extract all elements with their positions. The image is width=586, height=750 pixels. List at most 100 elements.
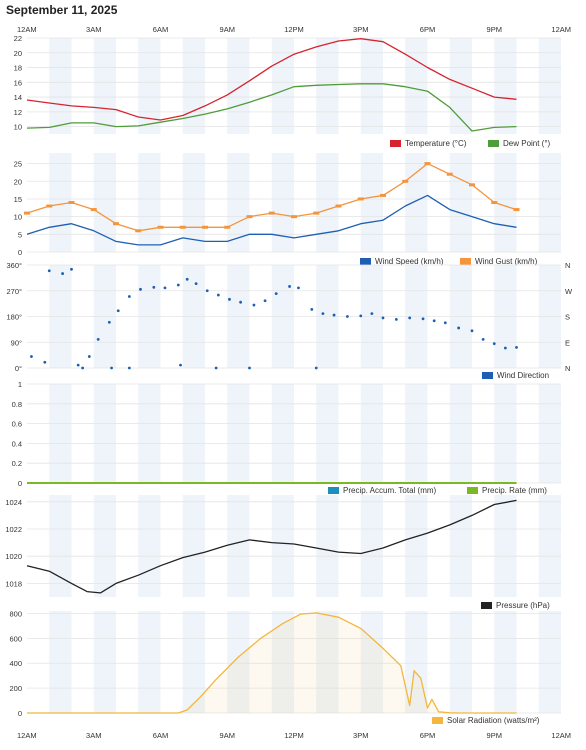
- y-tick-label: 22: [14, 34, 22, 43]
- x-tick-label-bottom: 9AM: [220, 731, 235, 740]
- hour-band: [227, 495, 250, 597]
- wind-direction-point: [515, 346, 518, 349]
- wind-direction-point: [76, 363, 80, 367]
- gust-marker: [491, 201, 498, 204]
- hour-band: [494, 495, 517, 597]
- wind-direction-point: [194, 282, 198, 285]
- hour-band: [405, 38, 428, 134]
- chart-panel-3: 0° N 90° E 180° S 270° W 360° N Wind Direction: [6, 261, 573, 380]
- hour-band: [494, 38, 517, 134]
- wind-direction-point: [332, 313, 336, 317]
- hour-band: [93, 38, 116, 134]
- x-tick-label-bottom: 12PM: [284, 731, 304, 740]
- wind-direction-point: [205, 289, 209, 293]
- x-tick-label-bottom: 12AM: [17, 731, 37, 740]
- x-tick-label-bottom: 6AM: [153, 731, 168, 740]
- wind-direction-point: [228, 297, 231, 301]
- x-tick-label-top: 12AM: [17, 25, 37, 34]
- series-line-dew_point: [26, 83, 517, 132]
- gust-marker: [402, 179, 409, 183]
- chart-panel-2: 0 5 10 15 20 25 Wind Speed (km/h) Wind Gust (km…: [14, 153, 561, 266]
- y-tick-label: 0.4: [12, 439, 22, 448]
- y-tick-label: 200: [9, 684, 22, 693]
- y-tick-label: 0: [18, 709, 22, 718]
- series-line-wind_speed: [26, 194, 517, 246]
- legend-swatch: [488, 140, 499, 147]
- y-tick-label: 25: [14, 160, 22, 169]
- gust-marker: [446, 172, 453, 176]
- wind-direction-point: [346, 315, 349, 318]
- gust-marker: [246, 215, 253, 219]
- series-line-solar: [27, 612, 517, 714]
- legend-label: Precip. Rate (mm): [482, 486, 547, 495]
- hour-band: [316, 611, 339, 713]
- x-tick-label-bottom: 3AM: [86, 731, 101, 740]
- hour-band: [93, 384, 116, 483]
- x-tick-label-top: 12PM: [284, 25, 304, 34]
- series-line-pressure: [26, 499, 517, 594]
- hour-band: [271, 384, 294, 483]
- gust-marker: [357, 197, 364, 201]
- hour-band: [494, 384, 517, 483]
- y-tick-label: 18: [14, 64, 22, 73]
- gust-marker: [268, 211, 275, 215]
- y-tick-label: 600: [9, 634, 22, 643]
- y-tick-label: 90°: [11, 338, 22, 347]
- wind-direction-point: [110, 366, 113, 370]
- wind-direction-point: [47, 269, 51, 273]
- hour-band: [182, 38, 205, 134]
- page-title: September 11, 2025: [6, 3, 118, 17]
- wind-direction-point: [43, 360, 47, 364]
- gust-marker: [179, 225, 186, 229]
- hour-band: [49, 611, 72, 713]
- hour-band: [138, 495, 161, 597]
- wind-direction-point: [127, 295, 131, 298]
- hour-band: [360, 495, 383, 597]
- wind-direction-point: [252, 303, 256, 307]
- hour-band: [494, 611, 517, 713]
- wind-direction-point: [408, 316, 412, 320]
- wind-direction-point: [421, 317, 425, 321]
- wind-direction-point: [314, 366, 318, 370]
- legend-label: Temperature (°C): [405, 139, 467, 148]
- y-tick-label: 1: [18, 380, 22, 389]
- wind-direction-point: [70, 267, 73, 271]
- hour-band: [538, 384, 561, 483]
- wind-direction-point: [116, 309, 120, 313]
- y-tick-label: 15: [14, 195, 22, 204]
- hour-band: [405, 495, 428, 597]
- wind-direction-point: [179, 363, 182, 367]
- legend-label: Wind Direction: [497, 371, 549, 380]
- y-tick-label: 0.2: [12, 459, 22, 468]
- hour-band: [538, 611, 561, 713]
- wind-direction-point: [321, 312, 325, 316]
- wind-direction-point: [176, 283, 180, 287]
- hour-band: [405, 611, 428, 713]
- x-tick-label-top: 3PM: [353, 25, 368, 34]
- y-tick-label: 400: [9, 659, 22, 668]
- hour-band: [271, 38, 294, 134]
- y2-tick-label: W: [565, 287, 573, 296]
- chart-panel-4: 0 0.2 0.4 0.6 0.8 1 Precip. Accum. Total (mm) P…: [12, 380, 561, 495]
- hour-band: [449, 153, 472, 252]
- gust-marker: [291, 215, 297, 219]
- gust-marker: [24, 211, 30, 215]
- x-tick-label-bottom: 12AM: [551, 731, 571, 740]
- wind-direction-point: [481, 337, 485, 341]
- y-tick-label: 0.6: [12, 420, 22, 429]
- legend-swatch: [481, 602, 492, 609]
- wind-direction-point: [359, 314, 363, 318]
- wind-direction-point: [297, 286, 300, 290]
- y-tick-label: 1024: [5, 498, 22, 507]
- legend-label: Dew Point (°): [503, 139, 551, 148]
- wind-direction-point: [214, 366, 218, 370]
- hour-band: [93, 495, 116, 597]
- wind-direction-point: [107, 320, 111, 324]
- y-tick-label: 10: [14, 123, 22, 132]
- hour-band: [360, 611, 383, 713]
- hour-band: [316, 495, 339, 597]
- hour-band: [93, 611, 116, 713]
- y-tick-label: 10: [14, 213, 22, 222]
- hour-band: [405, 153, 428, 252]
- hour-band: [227, 611, 250, 713]
